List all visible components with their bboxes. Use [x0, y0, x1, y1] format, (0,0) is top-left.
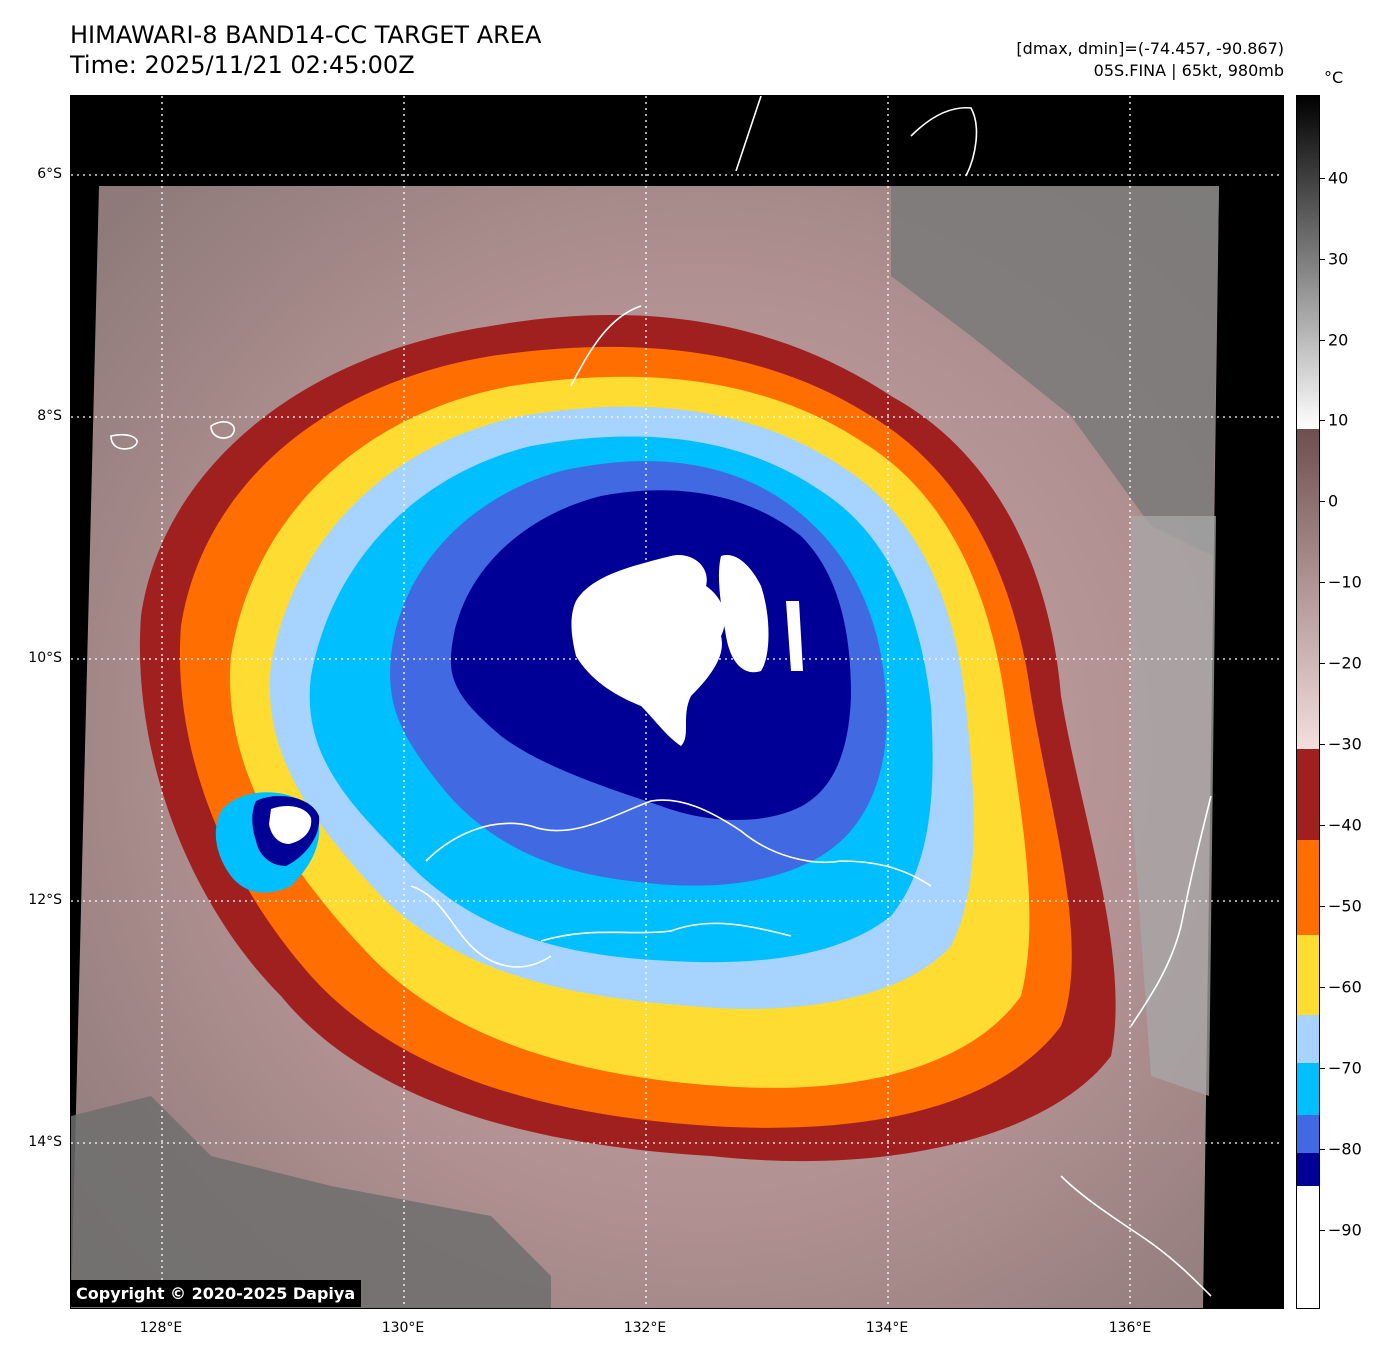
- lon-label-128e: 128°E: [139, 1320, 183, 1336]
- coastlines: [110, 96, 1212, 1297]
- colorbar: [1296, 95, 1320, 1309]
- figure-info: [dmax, dmin]=(-74.457, -90.867) 05S.FINA…: [1016, 38, 1284, 82]
- colorbar-tickmark: [1320, 825, 1325, 826]
- lat-label-6s: 6°S: [37, 166, 62, 182]
- colorbar-tickmark: [1320, 906, 1325, 907]
- colorbar-tickmark: [1320, 1230, 1325, 1231]
- colorbar-tick-30: 30: [1328, 249, 1349, 269]
- clear-sky-region-east: [1131, 516, 1216, 1096]
- lat-label-14s: 14°S: [28, 1134, 62, 1150]
- colorbar-white-segment: [1297, 1186, 1319, 1308]
- colorbar-tickmark: [1320, 1068, 1325, 1069]
- clear-sky-region: [891, 186, 1219, 556]
- coldest-cloud-tops-east: [718, 555, 769, 673]
- colorbar-tickmark: [1320, 1149, 1325, 1150]
- colorbar-tickmark: [1320, 663, 1325, 664]
- colorbar-royalblue-segment: [1297, 1115, 1319, 1153]
- lat-label-12s: 12°S: [28, 892, 62, 908]
- colorbar-tickmark: [1320, 259, 1325, 260]
- figure-title: HIMAWARI-8 BAND14-CC TARGET AREA Time: 20…: [70, 20, 541, 80]
- colorbar-tick-minus40: −40: [1328, 815, 1362, 835]
- colorbar-tick-minus10: −10: [1328, 572, 1362, 592]
- colorbar-unit: °C: [1324, 68, 1344, 87]
- colorbar-tick-minus20: −20: [1328, 653, 1362, 673]
- lon-label-136e: 136°E: [1108, 1320, 1152, 1336]
- data-range-text: [dmax, dmin]=(-74.457, -90.867): [1016, 39, 1284, 58]
- gridlines: [71, 96, 1283, 1308]
- colorbar-tick-minus70: −70: [1328, 1058, 1362, 1078]
- storm-info-text: 05S.FINA | 65kt, 980mb: [1093, 61, 1284, 80]
- colorbar-svg: [1297, 96, 1319, 1308]
- colorbar-tickmark: [1320, 501, 1325, 502]
- lat-label-10s: 10°S: [28, 650, 62, 666]
- coldest-cloud-tops-strip: [786, 601, 803, 671]
- colorbar-tick-20: 20: [1328, 330, 1349, 350]
- colorbar-tick-minus80: −80: [1328, 1139, 1362, 1159]
- cell-west-white: [269, 806, 312, 844]
- lon-label-130e: 130°E: [381, 1320, 425, 1336]
- colorbar-tick-0: 0: [1328, 491, 1339, 511]
- colorbar-tickmark: [1320, 744, 1325, 745]
- colorbar-tickmark: [1320, 987, 1325, 988]
- colorbar-gray-segment: [1297, 96, 1319, 429]
- colorbar-tick-minus60: −60: [1328, 977, 1362, 997]
- colorbar-tickmark: [1320, 340, 1325, 341]
- colorbar-orange-segment: [1297, 840, 1319, 935]
- colorbar-navy-segment: [1297, 1153, 1319, 1186]
- colorbar-tickmark: [1320, 420, 1325, 421]
- colorbar-tick-minus90: −90: [1328, 1220, 1362, 1240]
- colorbar-tickmark: [1320, 582, 1325, 583]
- colorbar-tick-40: 40: [1328, 168, 1349, 188]
- colorbar-lightblue-segment: [1297, 1015, 1319, 1063]
- coldest-cloud-tops: [571, 555, 726, 746]
- satellite-image: [70, 95, 1284, 1309]
- colorbar-darkred-segment: [1297, 749, 1319, 840]
- satellite-imagery-svg: [71, 96, 1283, 1308]
- copyright-label: Copyright © 2020-2025 Dapiya: [70, 1280, 362, 1307]
- colorbar-deepsky-segment: [1297, 1063, 1319, 1115]
- colorbar-pink-segment: [1297, 429, 1319, 749]
- colorbar-yellow-segment: [1297, 935, 1319, 1015]
- title-line-2: Time: 2025/11/21 02:45:00Z: [70, 51, 415, 79]
- lat-label-8s: 8°S: [37, 408, 62, 424]
- colorbar-tick-10: 10: [1328, 410, 1349, 430]
- lon-label-134e: 134°E: [865, 1320, 909, 1336]
- colorbar-tickmark: [1320, 178, 1325, 179]
- land-gray-southwest: [71, 1096, 551, 1308]
- colorbar-tick-minus50: −50: [1328, 896, 1362, 916]
- colorbar-tick-minus30: −30: [1328, 734, 1362, 754]
- title-line-1: HIMAWARI-8 BAND14-CC TARGET AREA: [70, 21, 542, 49]
- lon-label-132e: 132°E: [623, 1320, 667, 1336]
